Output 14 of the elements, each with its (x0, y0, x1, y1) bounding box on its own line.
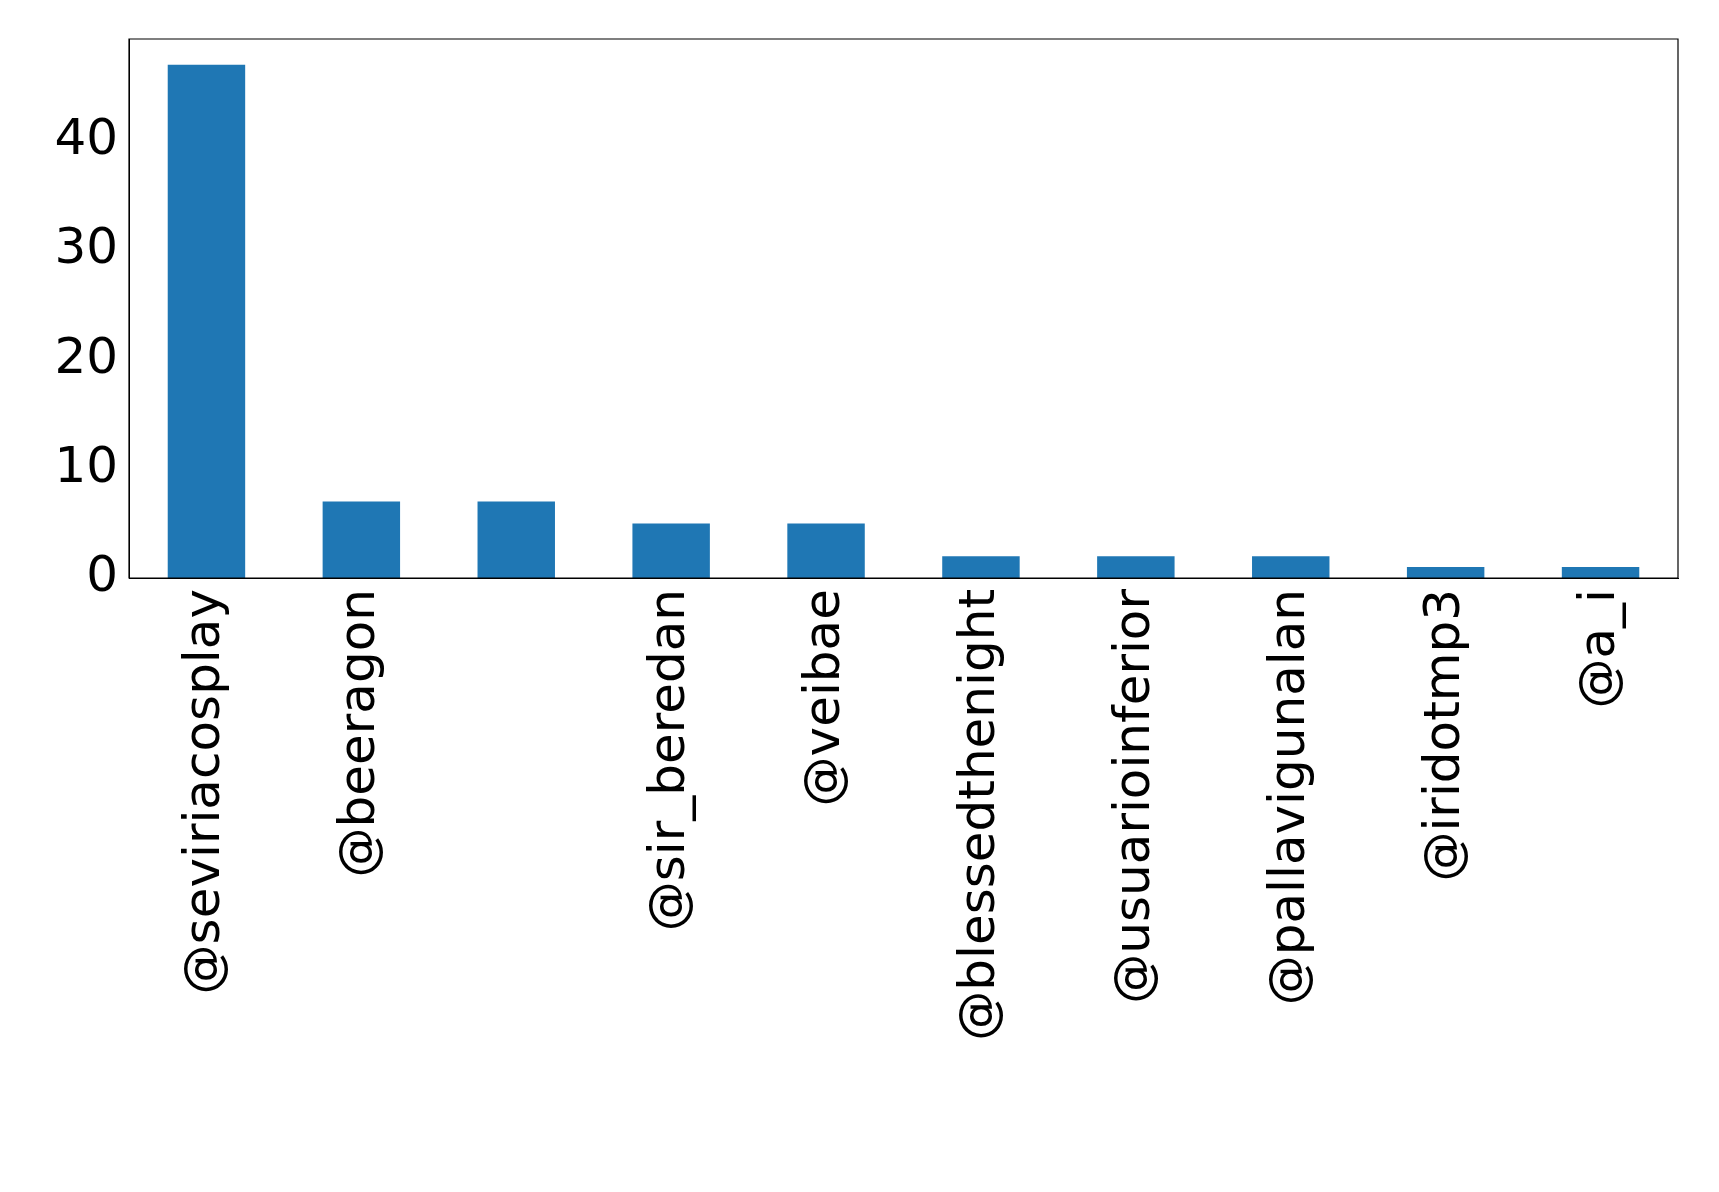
x-tick-label: @beeragon (328, 589, 387, 878)
y-tick-label: 40 (54, 108, 118, 167)
x-tick-label: @pallavigunalan (1257, 589, 1316, 1006)
x-tick-label: @blessedthenight (947, 589, 1006, 1041)
x-tick-label: @iridotmp3 (1412, 589, 1471, 882)
x-tick-label: @sir_beredan (638, 589, 697, 932)
x-tick-label: @veibae (793, 589, 852, 807)
y-tick-label: 30 (54, 217, 118, 276)
y-tick-label: 10 (54, 435, 118, 494)
x-tick-label: @a_i (1567, 589, 1626, 709)
x-tick-label: @seviriacosplay (173, 589, 232, 995)
y-tick-label: 20 (54, 326, 118, 385)
y-tick-label: 0 (86, 544, 118, 603)
x-tick-label: @usuarioinferior (1102, 588, 1161, 1004)
